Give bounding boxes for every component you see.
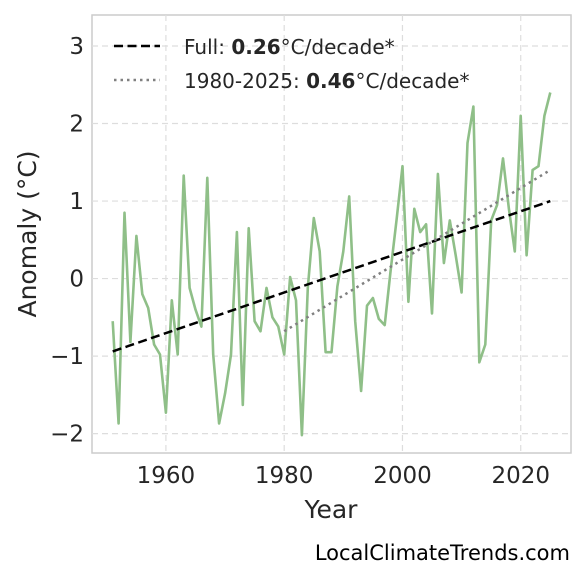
- trend-line-full: [112, 199, 551, 353]
- credit-text: LocalClimateTrends.com: [315, 541, 570, 565]
- x-tick-label: 2000: [373, 463, 432, 489]
- y-tick-label: 3: [69, 34, 84, 60]
- series-line-anomaly: [111, 92, 552, 437]
- legend-entry-full: Full: 0.26°C/decade*: [184, 35, 395, 59]
- y-tick-label: 2: [69, 112, 84, 138]
- series-layer: [111, 92, 552, 437]
- legend-recent-name: 1980-2025: [184, 69, 293, 93]
- x-tick-label: 1980: [255, 463, 314, 489]
- y-tick-label: 0: [69, 267, 84, 293]
- y-tick-labels: −2 −1 0 1 2 3: [50, 34, 84, 448]
- x-tick-labels: 1960 1980 2000 2020: [137, 463, 550, 489]
- y-axis-label: Anomaly (°C): [13, 150, 42, 317]
- y-tick-label: −1: [50, 344, 84, 370]
- y-tick-label: 1: [69, 189, 84, 215]
- legend-full-rate: 0.26: [231, 35, 280, 59]
- legend-entry-recent: 1980-2025: 0.46°C/decade*: [184, 69, 469, 93]
- legend-recent-rate: 0.46: [306, 69, 355, 93]
- legend: Full: 0.26°C/decade* 1980-2025: 0.46°C/d…: [114, 35, 469, 93]
- legend-full-name: Full: [184, 35, 218, 59]
- legend-recent-unit: °C/decade*: [355, 69, 469, 93]
- x-tick-label: 1960: [137, 463, 196, 489]
- x-tick-label: 2020: [491, 463, 550, 489]
- legend-full-unit: °C/decade*: [281, 35, 395, 59]
- x-axis-label: Year: [304, 495, 359, 524]
- y-tick-label: −2: [50, 422, 84, 448]
- grid: [92, 15, 571, 453]
